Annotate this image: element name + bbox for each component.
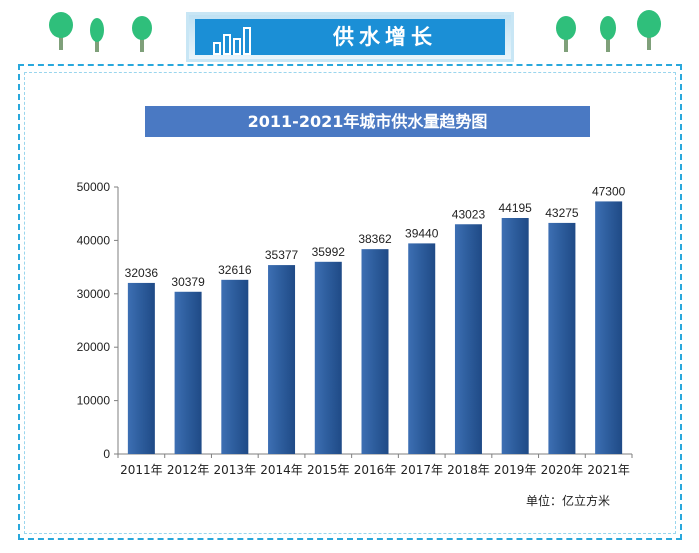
x-tick-label: 2021年 — [587, 463, 630, 477]
bar-value-label: 35992 — [312, 245, 346, 259]
y-tick-label: 30000 — [77, 287, 111, 301]
bar — [408, 243, 436, 454]
bar-value-label: 35377 — [265, 248, 299, 262]
y-tick-label: 10000 — [77, 394, 111, 408]
x-tick-label: 2011年 — [120, 463, 163, 477]
bar — [127, 282, 155, 454]
bar — [268, 265, 296, 454]
x-tick-label: 2019年 — [494, 463, 537, 477]
section-banner: 供水增长 — [186, 12, 514, 62]
tree-icon — [637, 10, 661, 50]
bar — [221, 279, 249, 454]
bar — [548, 222, 576, 454]
tree-icon — [49, 12, 73, 50]
x-tick-label: 2012年 — [167, 463, 210, 477]
bar — [454, 224, 482, 454]
bar-value-label: 43275 — [545, 206, 579, 220]
bar — [361, 249, 389, 454]
bar — [595, 201, 623, 454]
unit-label: 单位：亿立方米 — [526, 494, 611, 508]
tree-icon — [132, 16, 152, 52]
bar — [501, 217, 529, 454]
tree-icon — [600, 16, 616, 52]
bar-value-label: 47300 — [592, 184, 626, 198]
y-tick-label: 40000 — [77, 233, 111, 247]
x-tick-label: 2013年 — [214, 463, 257, 477]
bar-chart-icon — [213, 27, 251, 55]
chart-title: 2011-2021年城市供水量趋势图 — [145, 106, 590, 137]
section-title: 供水增长 — [333, 25, 437, 49]
tree-icon — [90, 18, 104, 52]
x-tick-label: 2017年 — [400, 463, 443, 477]
inner-dashed-frame — [24, 72, 676, 534]
outer-dashed-frame — [18, 64, 682, 540]
bar-value-label: 32036 — [125, 266, 159, 280]
bar-value-label: 32616 — [218, 263, 252, 277]
section-banner-core: 供水增长 — [195, 19, 505, 55]
x-tick-label: 2016年 — [354, 463, 397, 477]
bar — [174, 291, 202, 454]
bar-value-label: 39440 — [405, 226, 439, 240]
bar-value-label: 43023 — [452, 207, 486, 221]
y-tick-label: 0 — [103, 447, 110, 461]
x-tick-label: 2020年 — [541, 463, 584, 477]
bar-value-label: 44195 — [498, 201, 532, 215]
bar — [314, 261, 342, 454]
y-tick-label: 50000 — [77, 180, 111, 194]
tree-icon — [556, 16, 576, 52]
y-tick-label: 20000 — [77, 340, 111, 354]
x-tick-label: 2014年 — [260, 463, 303, 477]
bar-value-label: 38362 — [358, 232, 392, 246]
bar-value-label: 30379 — [171, 275, 205, 289]
x-tick-label: 2018年 — [447, 463, 490, 477]
x-tick-label: 2015年 — [307, 463, 350, 477]
